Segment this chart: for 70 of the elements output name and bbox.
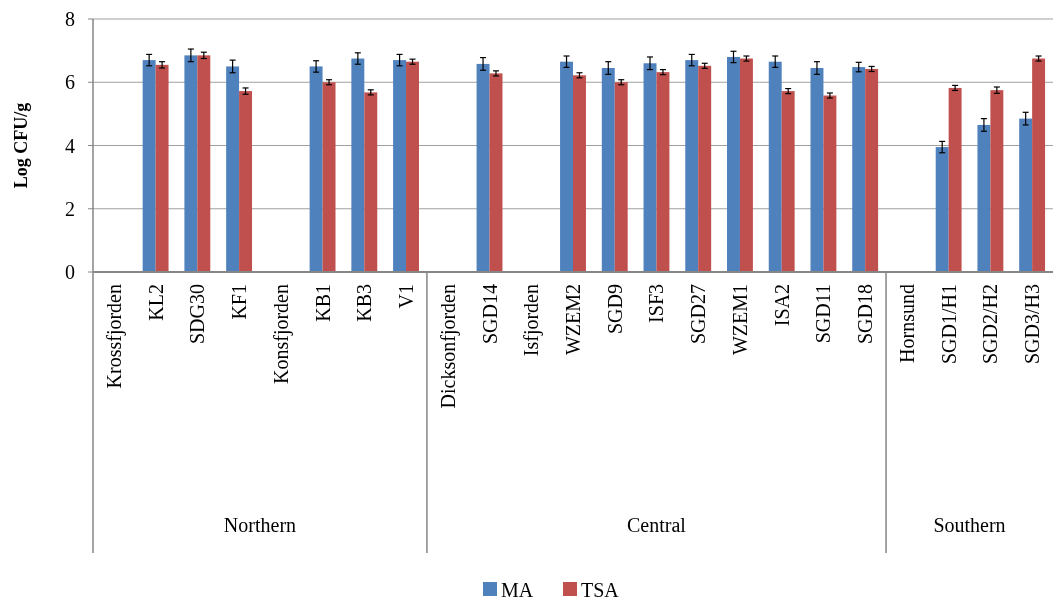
x-tick-label: Hornsund [895, 284, 918, 363]
bar [406, 61, 419, 272]
bar [351, 58, 365, 272]
bar [823, 95, 837, 272]
legend-label: MA [501, 579, 534, 601]
x-tick-label: SDG30 [186, 284, 209, 345]
x-tick-label: KB1 [311, 284, 334, 322]
bar [197, 55, 211, 272]
bar [643, 63, 657, 272]
text: Northern [223, 514, 297, 536]
bar [698, 65, 712, 272]
y-axis-title: Log CFU/g [11, 102, 31, 189]
x-tick-label: Dicksonfjorden [436, 284, 460, 409]
bar [990, 90, 1004, 272]
x-tick-label: SGD27 [687, 284, 710, 345]
bar [142, 60, 156, 272]
bar [184, 55, 198, 272]
legend-label: TSA [581, 579, 620, 601]
bar [573, 75, 586, 272]
x-tick-label: ISF3 [645, 284, 668, 323]
bar [727, 56, 740, 272]
x-tick-label: SGD1/H1 [937, 284, 960, 365]
bar [560, 61, 573, 272]
bar [865, 68, 879, 272]
bar [1032, 58, 1046, 272]
text: Southern [933, 514, 1006, 536]
bar [977, 124, 991, 272]
bar [309, 66, 323, 272]
x-tick-label: WZEM1 [728, 284, 751, 356]
bar [489, 73, 503, 272]
bar [239, 91, 253, 272]
x-tick-label: WZEM2 [562, 284, 584, 356]
bar [948, 87, 962, 272]
x-tick-label: V1 [395, 284, 418, 309]
bar [739, 58, 753, 272]
bar [768, 61, 782, 272]
x-tick-label: KL2 [144, 284, 167, 321]
bar [476, 63, 490, 272]
bar [781, 91, 795, 272]
y-tick-label: 8 [65, 8, 75, 30]
x-tick-label: SGD11 [812, 284, 835, 344]
bar [155, 64, 169, 272]
x-tick-label: KB3 [353, 284, 376, 322]
x-tick-label: KF1 [228, 284, 251, 320]
bar [226, 66, 240, 272]
bar [935, 147, 949, 272]
bar [614, 82, 628, 272]
text: Central [627, 514, 687, 536]
y-tick-label: 6 [65, 71, 75, 94]
x-tick-label: SGD14 [478, 284, 501, 345]
bar [810, 68, 824, 272]
y-tick-label: 0 [65, 261, 75, 283]
bar [656, 72, 670, 272]
bar [852, 67, 866, 272]
x-tick-label: Isfjorden [520, 284, 544, 357]
x-tick-label: Konsfjorden [269, 284, 293, 384]
x-tick-label: SGD9 [603, 284, 626, 335]
x-tick-label: Krossfjorden [102, 284, 126, 389]
y-tick-label: 2 [65, 197, 75, 220]
bar [322, 82, 336, 272]
bar [601, 68, 615, 272]
bar [1019, 118, 1033, 272]
bar [685, 60, 699, 272]
x-tick-label: SGD3/H3 [1021, 284, 1044, 365]
x-tick-label: SGD18 [854, 284, 877, 345]
bar [393, 60, 407, 272]
x-tick-label: ISA2 [770, 284, 793, 327]
bar [364, 92, 378, 272]
x-tick-label: SGD2/H2 [979, 284, 1002, 365]
y-tick-label: 4 [65, 134, 75, 157]
